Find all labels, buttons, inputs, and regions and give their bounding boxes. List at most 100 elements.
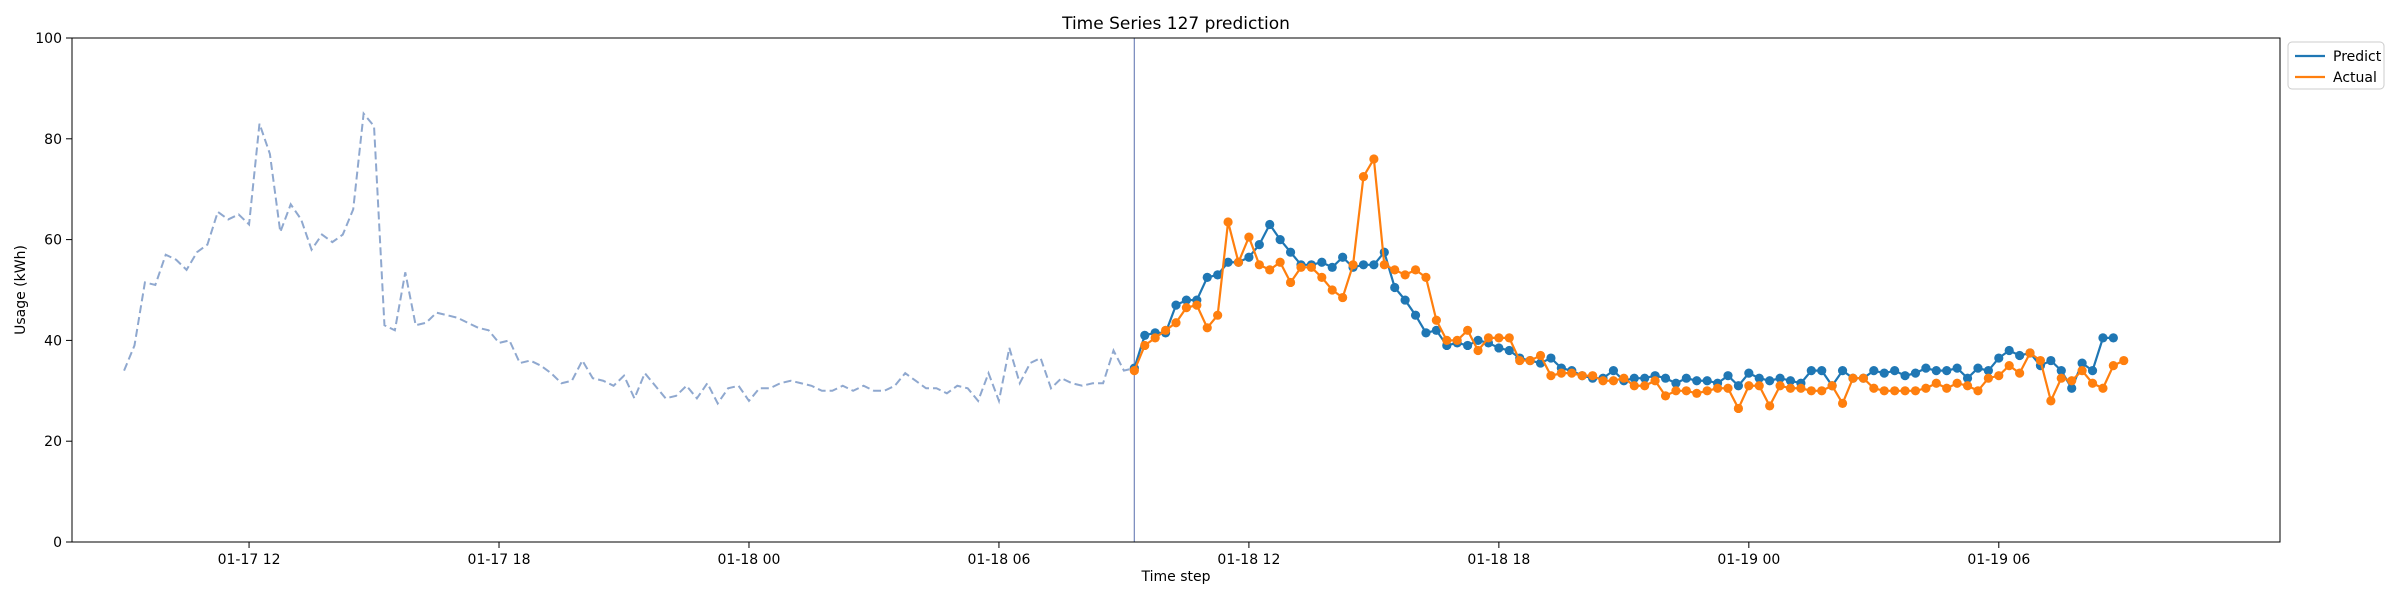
predict-point [2056,366,2066,376]
actual-point [2056,373,2066,383]
actual-point [2035,355,2046,366]
predict-point [1338,252,1348,262]
predict-point [2015,350,2025,361]
predict-point [1504,345,1514,356]
actual-point [1712,383,1723,393]
actual-point [1692,388,1702,398]
actual-point [1150,333,1160,343]
actual-point [1223,217,1233,227]
predict-point [1671,378,1681,388]
actual-point [1317,272,1327,282]
actual-point [1733,403,1744,414]
x-axis: 01-17 12 01-17 18 01-18 00 01-18 06 01-18 12… [218,542,2030,568]
actual-point [1348,260,1358,270]
actual-point [1744,381,1754,391]
actual-point [1369,154,1379,164]
y-axis-label: Usage (kWh) [13,245,29,335]
y-tick-label: 20 [44,434,62,450]
actual-point [1140,340,1150,351]
actual-point [1265,265,1275,275]
actual-point [1442,335,1452,345]
predict-point [1744,368,1754,378]
actual-point [1640,381,1650,391]
x-tick-label: 01-19 06 [1967,552,2030,568]
predict-point [1733,381,1744,391]
predict-point [1494,343,1504,353]
predict-point [1171,300,1181,310]
actual-point [1619,373,1629,383]
predict-point [1358,260,1369,270]
predict-point [2098,333,2108,343]
actual-point [1567,368,1577,378]
actual-point [1556,368,1566,378]
actual-point [1879,386,1889,396]
predict-point [1910,368,1921,378]
actual-point [2119,355,2129,366]
actual-point [1921,383,1931,393]
actual-point [1358,172,1369,182]
predict-point [1431,325,1441,335]
actual-point [1671,386,1681,396]
predict-point [1629,373,1639,383]
predict-point [1921,363,1931,373]
actual-point [1858,373,1868,383]
actual-point [1202,323,1212,333]
actual-point [1254,260,1264,270]
predict-point [1879,368,1889,378]
predict-point [1463,340,1473,351]
actual-point [2046,396,2056,406]
actual-point [1421,272,1431,282]
actual-point [1390,265,1400,275]
predict-point [1546,353,1556,363]
predict-point [1327,262,1337,272]
actual-point [1765,401,1775,411]
predict-point [1806,366,1816,376]
predict-point [1400,295,1410,305]
actual-point [2025,348,2035,358]
predict-point [1890,366,1900,376]
predict-point [2004,345,2014,356]
actual-point [1598,376,1608,386]
actual-point [1192,300,1202,310]
predict-point [1702,376,1712,386]
predict-point [1244,252,1254,262]
actual-point [1535,350,1546,361]
predict-point [1931,366,1941,376]
actual-point [1327,285,1337,295]
predict-point [1285,247,1296,257]
x-tick-label: 01-19 00 [1717,552,1780,568]
legend-label-actual: Actual [2333,70,2377,86]
predict-point [1317,257,1327,267]
predict-point [1692,376,1702,386]
actual-point [1431,315,1441,325]
actual-point [1379,260,1389,270]
actual-point [1660,391,1671,401]
actual-point [1515,355,1525,366]
actual-point [1962,381,1973,391]
actual-point [1285,277,1296,288]
actual-point [1306,262,1316,272]
actual-point [2087,378,2098,388]
predict-point [2077,358,2087,368]
actual-point [1650,376,1660,386]
actual-point [2067,376,2077,386]
x-tick-label: 01-17 12 [218,552,281,568]
actual-point [1160,325,1171,335]
actual-point [1181,303,1192,313]
actual-point [1806,386,1816,396]
predict-point [1942,366,1952,376]
actual-point [2108,361,2118,371]
axes-frame [71,37,2281,543]
predict-point [1962,373,1973,383]
y-tick-label: 80 [44,132,62,148]
predict-point [1994,353,2004,363]
actual-point [2077,366,2087,376]
predict-point [1785,376,1796,386]
predict-point [1608,366,1619,376]
actual-point [2015,368,2025,378]
predict-point [1765,376,1775,386]
actual-point [1608,376,1619,386]
actual-point [2098,383,2108,393]
x-tick-label: 01-18 18 [1467,552,1530,568]
actual-point [1129,366,1139,376]
